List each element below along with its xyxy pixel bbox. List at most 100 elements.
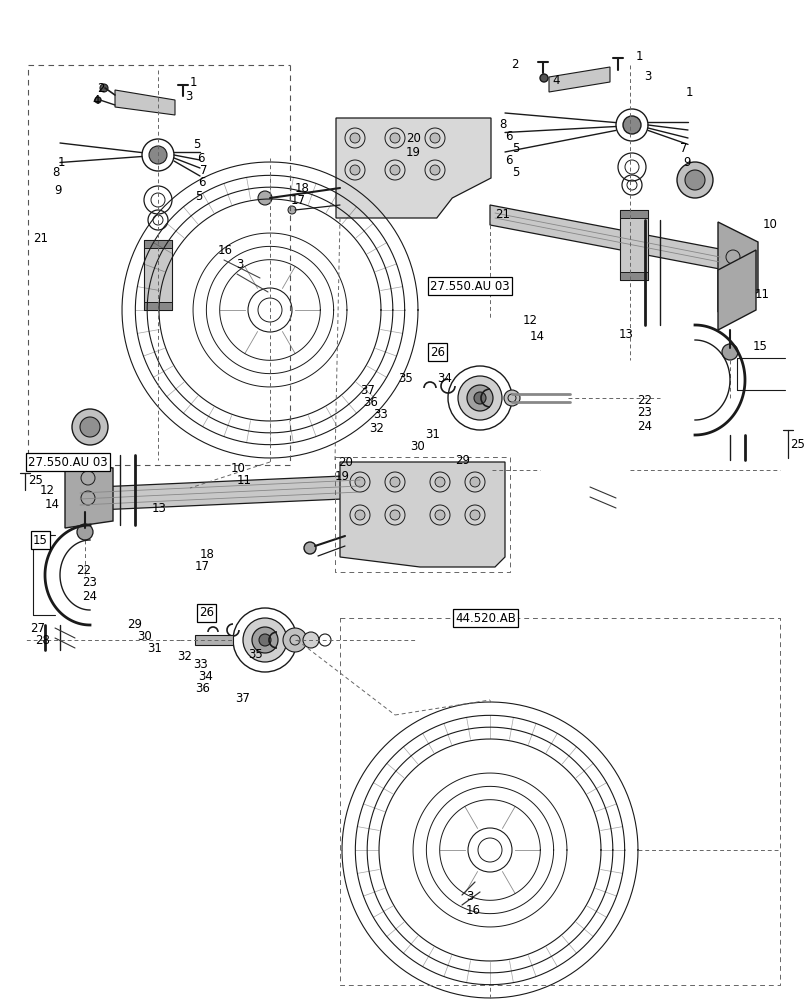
Text: 32: 32: [369, 422, 384, 434]
Circle shape: [303, 632, 319, 648]
Text: 21: 21: [495, 209, 509, 222]
Circle shape: [350, 133, 359, 143]
Polygon shape: [75, 475, 365, 511]
Text: 4: 4: [92, 94, 100, 106]
Text: 1: 1: [685, 86, 693, 99]
Text: 16: 16: [217, 243, 233, 256]
Text: 20: 20: [337, 456, 353, 468]
Circle shape: [435, 510, 444, 520]
Text: 2: 2: [511, 58, 518, 72]
Text: 1: 1: [58, 155, 65, 168]
Polygon shape: [115, 90, 175, 115]
Text: 23: 23: [82, 576, 97, 589]
Polygon shape: [717, 250, 755, 330]
Circle shape: [283, 628, 307, 652]
Text: 1: 1: [190, 76, 197, 89]
Circle shape: [504, 390, 519, 406]
Text: 22: 22: [76, 564, 91, 576]
Text: 17: 17: [195, 560, 210, 574]
Text: 28: 28: [35, 635, 50, 648]
Circle shape: [430, 133, 440, 143]
Text: 19: 19: [406, 145, 420, 158]
Text: 10: 10: [762, 219, 777, 232]
Polygon shape: [548, 67, 609, 92]
Text: 13: 13: [152, 502, 167, 514]
Text: 27.550.AU 03: 27.550.AU 03: [430, 279, 509, 292]
Text: 15: 15: [752, 340, 767, 354]
Text: 8: 8: [499, 118, 506, 131]
Text: 35: 35: [397, 371, 413, 384]
Circle shape: [389, 477, 400, 487]
Text: 26: 26: [199, 606, 214, 619]
Text: 23: 23: [637, 406, 651, 420]
Text: 8: 8: [53, 166, 60, 180]
Text: 15: 15: [33, 534, 48, 546]
Text: 44.520.AB: 44.520.AB: [454, 611, 515, 624]
Text: 3: 3: [236, 258, 243, 271]
Text: 1: 1: [635, 50, 642, 64]
Text: 5: 5: [193, 138, 200, 151]
Text: 24: 24: [636, 420, 651, 432]
Circle shape: [354, 510, 365, 520]
Text: 37: 37: [360, 384, 375, 397]
Text: 35: 35: [247, 648, 263, 660]
Text: 11: 11: [237, 474, 251, 487]
Text: 7: 7: [200, 163, 208, 176]
Text: 25: 25: [789, 438, 804, 450]
Text: 2: 2: [97, 82, 105, 95]
Text: 12: 12: [40, 484, 55, 496]
Text: 20: 20: [406, 131, 420, 144]
Polygon shape: [144, 240, 172, 310]
Polygon shape: [65, 461, 113, 528]
Circle shape: [77, 524, 93, 540]
Text: 3: 3: [466, 890, 473, 904]
Text: 6: 6: [198, 176, 205, 190]
Text: 5: 5: [512, 165, 519, 178]
Text: 30: 30: [137, 631, 152, 644]
Circle shape: [350, 165, 359, 175]
Text: 11: 11: [754, 288, 769, 302]
Text: 32: 32: [177, 650, 191, 662]
Circle shape: [389, 510, 400, 520]
Circle shape: [72, 409, 108, 445]
Circle shape: [676, 162, 712, 198]
Text: 36: 36: [195, 682, 210, 694]
Text: 24: 24: [82, 589, 97, 602]
Polygon shape: [195, 635, 233, 645]
Text: 4: 4: [551, 74, 560, 87]
Text: 33: 33: [373, 408, 388, 422]
Text: 31: 31: [424, 428, 440, 442]
Text: 14: 14: [530, 330, 544, 344]
Polygon shape: [336, 118, 491, 218]
Circle shape: [242, 618, 286, 662]
Circle shape: [539, 74, 547, 82]
Text: 26: 26: [430, 346, 444, 359]
Text: 33: 33: [193, 658, 208, 672]
Text: 3: 3: [643, 70, 650, 84]
Text: 34: 34: [436, 371, 451, 384]
Circle shape: [288, 206, 296, 214]
Circle shape: [258, 191, 272, 205]
Circle shape: [148, 146, 167, 164]
Circle shape: [470, 477, 479, 487]
Text: 18: 18: [200, 548, 215, 560]
Circle shape: [100, 84, 108, 92]
Text: 12: 12: [522, 314, 538, 328]
Circle shape: [457, 376, 501, 420]
Text: 9: 9: [682, 156, 689, 169]
Polygon shape: [144, 240, 172, 248]
Circle shape: [354, 477, 365, 487]
Text: 6: 6: [505, 153, 513, 166]
Polygon shape: [144, 302, 172, 310]
Circle shape: [470, 510, 479, 520]
Text: 3: 3: [185, 90, 192, 103]
Circle shape: [622, 116, 640, 134]
Polygon shape: [717, 222, 757, 312]
Text: 31: 31: [147, 642, 162, 654]
Text: 13: 13: [618, 328, 633, 342]
Text: 18: 18: [294, 182, 310, 194]
Text: 30: 30: [410, 440, 424, 454]
Text: 34: 34: [198, 670, 212, 682]
Circle shape: [474, 392, 486, 404]
Circle shape: [80, 417, 100, 437]
